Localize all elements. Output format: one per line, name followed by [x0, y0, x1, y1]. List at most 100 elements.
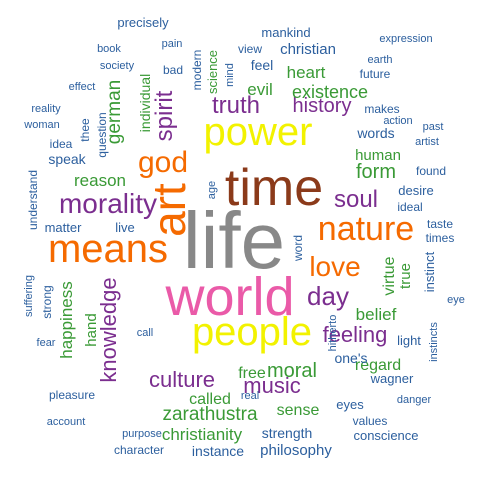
cloud-word-makes: makes — [364, 102, 399, 116]
cloud-word-power: power — [204, 110, 313, 154]
cloud-word-instincts: instincts — [428, 322, 440, 362]
cloud-word-artist: artist — [415, 136, 439, 148]
cloud-word-idea: idea — [50, 137, 73, 151]
cloud-word-real: real — [241, 390, 259, 402]
cloud-word-called: called — [189, 391, 231, 408]
cloud-word-philosophy: philosophy — [260, 442, 332, 459]
cloud-word-heart: heart — [287, 63, 326, 82]
cloud-word-action: action — [383, 115, 412, 127]
cloud-word-ideal: ideal — [397, 200, 422, 214]
cloud-word-mankind: mankind — [261, 25, 310, 40]
cloud-word-virtue: virtue — [381, 256, 398, 295]
cloud-word-bad: bad — [163, 63, 183, 77]
cloud-word-desire: desire — [398, 183, 433, 198]
cloud-word-book: book — [97, 43, 121, 55]
cloud-word-christian: christian — [280, 41, 336, 58]
cloud-word-conscience: conscience — [353, 428, 418, 443]
cloud-word-times: times — [426, 231, 455, 245]
cloud-word-matter: matter — [45, 220, 83, 235]
cloud-word-feel: feel — [251, 57, 274, 73]
cloud-word-found: found — [416, 164, 446, 178]
cloud-word-thee: thee — [78, 118, 92, 142]
cloud-word-light: light — [397, 333, 421, 348]
cloud-word-evil: evil — [247, 80, 273, 99]
cloud-word-pleasure: pleasure — [49, 388, 95, 402]
cloud-word-instance: instance — [192, 443, 244, 459]
cloud-word-hand: hand — [83, 313, 100, 346]
cloud-word-existence: existence — [292, 82, 368, 102]
cloud-word-live: live — [115, 220, 135, 235]
cloud-word-pain: pain — [162, 38, 183, 50]
cloud-word-world: world — [164, 267, 294, 327]
cloud-word-past: past — [423, 121, 444, 133]
cloud-word-age: age — [206, 181, 218, 199]
cloud-word-music: music — [243, 373, 300, 398]
cloud-word-culture: culture — [149, 367, 215, 392]
cloud-word-hitherto: hitherto — [327, 315, 339, 352]
cloud-word-life: life — [183, 196, 285, 285]
cloud-word-truth: truth — [212, 92, 260, 119]
cloud-word-question: question — [95, 112, 109, 157]
cloud-word-regard: regard — [355, 357, 401, 374]
cloud-word-day: day — [307, 281, 349, 311]
cloud-word-strength: strength — [262, 425, 313, 441]
cloud-word-eyes: eyes — [336, 397, 364, 412]
cloud-word-danger: danger — [397, 394, 432, 406]
cloud-word-individual: individual — [137, 74, 153, 132]
cloud-word-mind: mind — [224, 63, 236, 87]
cloud-word-moral: moral — [267, 360, 317, 382]
cloud-word-call: call — [137, 327, 154, 339]
cloud-word-feeling: feeling — [323, 322, 388, 347]
cloud-word-knowledge: knowledge — [96, 277, 121, 382]
cloud-word-sense: sense — [277, 402, 320, 419]
cloud-word-science: science — [205, 50, 220, 94]
cloud-word-character: character — [114, 443, 164, 457]
cloud-word-means: means — [48, 227, 168, 271]
cloud-word-history: history — [293, 95, 352, 117]
cloud-word-people: people — [192, 310, 312, 354]
cloud-word-earth: earth — [367, 54, 392, 66]
cloud-word-speak: speak — [48, 151, 86, 167]
cloud-word-happiness: happiness — [57, 281, 76, 359]
cloud-word-zarathustra: zarathustra — [162, 404, 257, 425]
cloud-word-understand: understand — [26, 170, 40, 230]
cloud-word-soul: soul — [334, 186, 378, 213]
cloud-word-time: time — [225, 159, 323, 217]
cloud-word-future: future — [360, 67, 391, 81]
cloud-word-modern: modern — [190, 50, 204, 91]
cloud-word-true: true — [397, 263, 414, 289]
cloud-word-word: word — [291, 235, 305, 262]
cloud-word-belief: belief — [356, 305, 397, 324]
cloud-word-spirit: spirit — [151, 90, 178, 141]
cloud-word-values: values — [353, 414, 388, 428]
cloud-word-precisely: precisely — [117, 15, 169, 30]
cloud-word-effect: effect — [69, 81, 96, 93]
cloud-word-love: love — [309, 251, 360, 282]
cloud-word-taste: taste — [427, 217, 453, 231]
cloud-word-woman: woman — [23, 119, 59, 131]
cloud-word-instinct: instinct — [422, 251, 437, 292]
cloud-word-expression: expression — [379, 33, 432, 45]
cloud-word-purpose: purpose — [122, 428, 162, 440]
cloud-word-society: society — [100, 60, 135, 72]
cloud-word-morality: morality — [59, 188, 157, 219]
cloud-word-one-s: one's — [334, 350, 367, 366]
cloud-word-view: view — [238, 42, 262, 56]
cloud-word-reason: reason — [74, 171, 126, 190]
cloud-word-account: account — [47, 416, 86, 428]
cloud-word-art: art — [143, 183, 195, 237]
cloud-word-fear: fear — [37, 337, 56, 349]
cloud-word-strong: strong — [40, 285, 54, 318]
cloud-word-form: form — [356, 161, 396, 183]
cloud-word-wagner: wagner — [370, 371, 414, 386]
cloud-word-free: free — [238, 365, 266, 382]
cloud-word-christianity: christianity — [162, 425, 243, 444]
cloud-word-god: god — [138, 146, 188, 179]
cloud-word-suffering: suffering — [23, 275, 35, 317]
cloud-word-human: human — [355, 147, 401, 164]
cloud-word-nature: nature — [318, 210, 414, 248]
cloud-word-german: german — [104, 80, 125, 144]
cloud-word-eye: eye — [447, 294, 465, 306]
